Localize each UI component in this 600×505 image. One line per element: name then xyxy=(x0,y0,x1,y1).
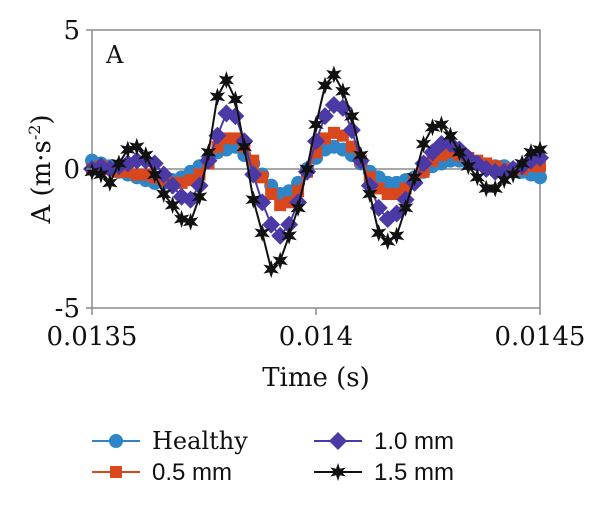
data-point-1-5-mm xyxy=(84,162,100,181)
data-point-1-5-mm xyxy=(227,90,244,109)
data-point-1-0-mm xyxy=(190,176,209,195)
legend-marker-0-5-mm xyxy=(110,466,122,478)
data-point-1-5-mm xyxy=(478,179,494,198)
x-axis-title: Time (s) xyxy=(262,363,370,393)
panel-label: A xyxy=(105,41,124,69)
data-point-1-0-mm xyxy=(163,176,182,195)
data-point-1-5-mm xyxy=(281,226,297,245)
data-point-1-5-mm xyxy=(469,168,486,187)
legend: Healthy 1.0 mm 0.5 mm 1.5 mm xyxy=(92,427,454,486)
data-point-1-5-mm xyxy=(344,107,360,126)
data-point-1-5-mm xyxy=(460,157,477,176)
data-point-1-5-mm xyxy=(415,135,432,153)
data-point-1-5-mm xyxy=(370,223,387,242)
legend-item-healthy: Healthy xyxy=(92,427,248,455)
y-axis-title: A (m·s-2) xyxy=(25,114,57,224)
data-point-1-0-mm xyxy=(271,226,290,245)
legend-label-1-5-mm: 1.5 mm xyxy=(374,459,454,486)
data-point-1-5-mm xyxy=(353,146,369,165)
y-tick-label: 5 xyxy=(63,16,80,46)
data-point-1-5-mm xyxy=(263,260,279,279)
series-layer xyxy=(83,65,549,279)
data-point-1-5-mm xyxy=(424,118,441,137)
data-point-1-5-mm xyxy=(442,126,459,145)
ticks-layer: 0.0135 0.014 0.0145 -5 0 5 xyxy=(47,16,586,352)
data-point-1-5-mm xyxy=(182,212,199,231)
data-point-1-5-mm xyxy=(218,71,235,89)
legend-label-1-0-mm: 1.0 mm xyxy=(374,428,454,455)
data-point-1-5-mm xyxy=(317,76,333,95)
legend-marker-healthy xyxy=(109,434,123,448)
legend-marker-1-5-mm xyxy=(330,463,346,481)
x-tick-label: 0.0145 xyxy=(495,322,586,352)
data-point-1-0-mm xyxy=(154,165,173,184)
data-point-1-5-mm xyxy=(155,185,172,203)
x-tick-label: 0.0135 xyxy=(47,322,138,352)
y-axis-title-tail: ) xyxy=(27,114,57,124)
legend-marker-1-0-mm xyxy=(329,432,347,450)
legend-item-1-0-mm: 1.0 mm xyxy=(314,428,454,455)
data-point-1-5-mm xyxy=(451,143,468,162)
data-point-1-5-mm xyxy=(164,196,181,215)
data-point-1-5-mm xyxy=(335,82,351,101)
data-point-1-5-mm xyxy=(111,154,127,173)
data-point-1-5-mm xyxy=(496,171,512,190)
y-axis-title-superscript: -2 xyxy=(25,125,44,141)
data-point-1-5-mm xyxy=(173,210,190,228)
data-point-1-5-mm xyxy=(120,140,136,159)
data-point-1-5-mm xyxy=(272,251,288,270)
data-point-1-5-mm xyxy=(200,143,217,162)
data-point-1-5-mm xyxy=(209,87,226,106)
x-tick-label: 0.014 xyxy=(279,322,353,352)
data-point-1-5-mm xyxy=(433,115,450,134)
data-point-healthy xyxy=(533,170,547,185)
data-point-1-5-mm xyxy=(514,154,530,173)
data-point-1-5-mm xyxy=(290,198,306,217)
y-axis-title-main: A (m·s xyxy=(27,140,57,224)
y-tick-label: 0 xyxy=(63,155,80,185)
data-point-1-0-mm xyxy=(208,126,227,145)
data-point-1-5-mm xyxy=(406,168,423,187)
data-point-1-5-mm xyxy=(93,165,109,184)
data-point-1-5-mm xyxy=(487,179,503,198)
data-point-1-5-mm xyxy=(532,140,548,159)
data-point-1-0-mm xyxy=(145,154,164,173)
data-point-1-5-mm xyxy=(138,146,154,165)
data-point-1-0-mm xyxy=(253,193,272,212)
legend-item-1-5-mm: 1.5 mm xyxy=(314,459,454,486)
data-point-1-5-mm xyxy=(254,223,270,242)
y-tick-label: -5 xyxy=(55,294,80,324)
data-point-1-5-mm xyxy=(299,160,315,178)
legend-item-0-5-mm: 0.5 mm xyxy=(92,459,232,486)
data-point-1-5-mm xyxy=(102,173,118,192)
data-point-1-5-mm xyxy=(523,143,539,162)
series-1-5-mm xyxy=(84,65,548,279)
data-point-1-5-mm xyxy=(379,232,396,251)
data-point-1-5-mm xyxy=(326,65,342,84)
data-point-1-5-mm xyxy=(388,226,405,245)
data-point-1-5-mm xyxy=(505,165,521,184)
data-point-1-5-mm xyxy=(236,137,253,156)
data-point-1-5-mm xyxy=(397,198,414,217)
data-point-1-5-mm xyxy=(308,115,324,134)
data-point-1-5-mm xyxy=(146,165,163,184)
data-point-1-5-mm xyxy=(191,187,208,206)
legend-label-0-5-mm: 0.5 mm xyxy=(152,459,232,486)
data-point-1-5-mm xyxy=(362,185,378,203)
data-point-1-5-mm xyxy=(129,137,145,156)
data-point-1-5-mm xyxy=(245,190,262,209)
data-point-0-5-mm xyxy=(265,188,278,201)
legend-label-healthy: Healthy xyxy=(152,427,248,455)
